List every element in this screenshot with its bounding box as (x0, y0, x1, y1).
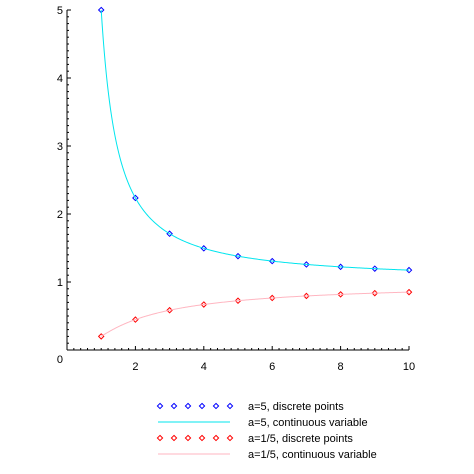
data-point (371, 289, 379, 297)
origin-label: 0 (57, 354, 63, 366)
data-point (200, 301, 208, 308)
data-point (371, 265, 379, 272)
data-point (268, 257, 276, 265)
data-point (337, 291, 344, 298)
data-point (337, 263, 344, 271)
legend-marker (170, 434, 178, 442)
legend-marker (184, 402, 192, 410)
y-tick-label: 3 (57, 141, 63, 153)
y-tick-label: 1 (57, 277, 63, 289)
series-line (100, 9, 410, 271)
data-point (132, 194, 139, 202)
y-tick-label: 5 (57, 5, 63, 17)
series-layer (97, 6, 413, 340)
legend-marker (226, 434, 234, 442)
data-point (405, 288, 413, 296)
legend-label: a=1/5, discrete points (248, 433, 353, 445)
data-point (405, 266, 413, 274)
legend-item-4: a=1/5, continuous variable (158, 449, 377, 461)
series-3 (97, 288, 413, 340)
legend-marker (198, 402, 206, 410)
x-tick-label: 6 (269, 361, 275, 373)
series-line (100, 291, 410, 337)
legend-marker (170, 402, 178, 410)
data-point (234, 297, 242, 305)
data-point (268, 294, 276, 302)
legend: a=5, discrete points a=5, continuous vari… (156, 401, 377, 461)
legend-marker (156, 434, 164, 442)
legend-marker (198, 434, 206, 442)
y-tick-label: 4 (57, 73, 63, 85)
legend-item-3: a=1/5, discrete points (156, 433, 353, 445)
data-point (303, 261, 310, 268)
series-2 (100, 9, 410, 271)
axes (66, 10, 409, 351)
x-tick-label: 4 (201, 361, 207, 373)
legend-marker (226, 402, 234, 410)
x-tick-label: 10 (403, 361, 415, 373)
data-point (234, 252, 242, 260)
y-tick-label: 2 (57, 209, 63, 221)
legend-label: a=5, discrete points (248, 401, 344, 413)
legend-label: a=5, continuous variable (248, 417, 368, 429)
legend-marker (184, 434, 192, 442)
legend-marker (212, 402, 220, 410)
legend-item-1: a=5, discrete points (156, 401, 344, 413)
x-tick-label: 2 (132, 361, 138, 373)
legend-marker (156, 402, 164, 410)
legend-marker (212, 434, 220, 442)
series-1 (97, 6, 413, 274)
data-point (166, 306, 173, 314)
legend-label: a=1/5, continuous variable (248, 449, 377, 461)
series-4 (100, 291, 410, 337)
x-tick-label: 8 (338, 361, 344, 373)
data-point (303, 292, 310, 300)
legend-item-2: a=5, continuous variable (158, 417, 368, 429)
